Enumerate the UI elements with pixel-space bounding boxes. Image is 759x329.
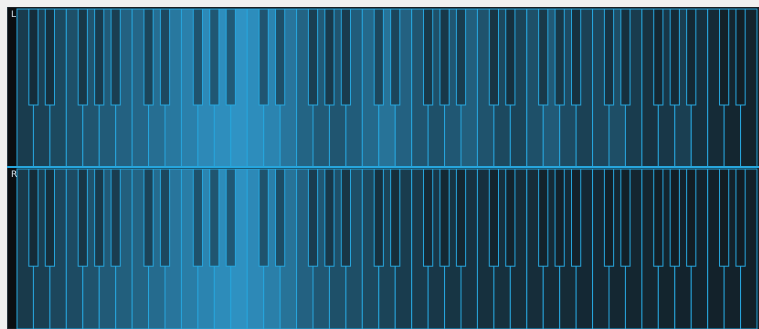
left-black-key bbox=[209, 8, 220, 106]
right-black-key bbox=[455, 168, 467, 267]
right-black-key bbox=[258, 168, 269, 267]
right-black-key bbox=[571, 168, 582, 267]
right-channel-keyboard: R bbox=[7, 167, 759, 329]
panel-left-edge bbox=[7, 7, 8, 329]
left-black-key bbox=[455, 8, 467, 106]
stereo-keyboard-meter-panel: L R bbox=[7, 7, 759, 329]
left-black-key bbox=[538, 8, 549, 106]
left-black-key bbox=[110, 8, 121, 106]
right-black-key bbox=[603, 168, 615, 267]
right-black-key bbox=[225, 168, 236, 267]
left-black-key bbox=[620, 8, 631, 106]
right-black-key bbox=[538, 168, 549, 267]
right-black-key bbox=[94, 168, 105, 267]
right-black-key bbox=[686, 168, 697, 267]
left-black-key bbox=[307, 8, 319, 106]
right-black-key bbox=[77, 168, 88, 267]
right-black-key bbox=[324, 168, 335, 267]
left-black-key bbox=[669, 8, 680, 106]
left-black-key bbox=[439, 8, 450, 106]
left-black-key bbox=[373, 8, 384, 106]
right-black-key bbox=[143, 168, 154, 267]
left-channel-label: L bbox=[11, 10, 17, 20]
right-black-key bbox=[28, 168, 39, 267]
left-black-key bbox=[603, 8, 615, 106]
left-black-key bbox=[324, 8, 335, 106]
left-black-key bbox=[488, 8, 499, 106]
right-black-key bbox=[439, 168, 450, 267]
left-black-key bbox=[423, 8, 434, 106]
left-black-key bbox=[505, 8, 516, 106]
left-black-key bbox=[143, 8, 154, 106]
left-black-key bbox=[554, 8, 565, 106]
left-black-key bbox=[735, 8, 746, 106]
left-black-key bbox=[44, 8, 55, 106]
right-keyboard-graphic bbox=[16, 168, 758, 329]
right-channel-label: R bbox=[11, 170, 18, 180]
right-black-key bbox=[307, 168, 319, 267]
right-black-key bbox=[554, 168, 565, 267]
left-black-key bbox=[275, 8, 286, 106]
left-black-key bbox=[340, 8, 351, 106]
right-black-key bbox=[719, 168, 730, 267]
left-channel-keyboard: L bbox=[7, 7, 759, 167]
left-keyboard-graphic bbox=[16, 8, 758, 167]
right-black-key bbox=[110, 168, 121, 267]
right-black-key bbox=[488, 168, 499, 267]
right-black-key bbox=[669, 168, 680, 267]
left-black-key bbox=[225, 8, 236, 106]
right-black-key bbox=[209, 168, 220, 267]
left-black-key bbox=[258, 8, 269, 106]
left-black-key bbox=[94, 8, 105, 106]
right-black-key bbox=[192, 168, 203, 267]
left-black-key bbox=[159, 8, 171, 106]
right-black-key bbox=[44, 168, 55, 267]
right-black-key bbox=[620, 168, 631, 267]
channel-divider bbox=[7, 166, 759, 168]
left-black-key bbox=[571, 8, 582, 106]
left-black-key bbox=[390, 8, 401, 106]
left-black-key bbox=[653, 8, 664, 106]
left-black-key bbox=[28, 8, 39, 106]
left-black-key bbox=[686, 8, 697, 106]
right-black-key bbox=[373, 168, 384, 267]
left-black-key bbox=[77, 8, 88, 106]
right-black-key bbox=[735, 168, 746, 267]
right-black-key bbox=[653, 168, 664, 267]
left-black-key bbox=[192, 8, 203, 106]
right-black-key bbox=[390, 168, 401, 267]
right-black-key bbox=[505, 168, 516, 267]
right-black-key bbox=[159, 168, 171, 267]
right-black-key bbox=[423, 168, 434, 267]
right-black-key bbox=[340, 168, 351, 267]
right-black-key bbox=[275, 168, 286, 267]
left-black-key bbox=[719, 8, 730, 106]
